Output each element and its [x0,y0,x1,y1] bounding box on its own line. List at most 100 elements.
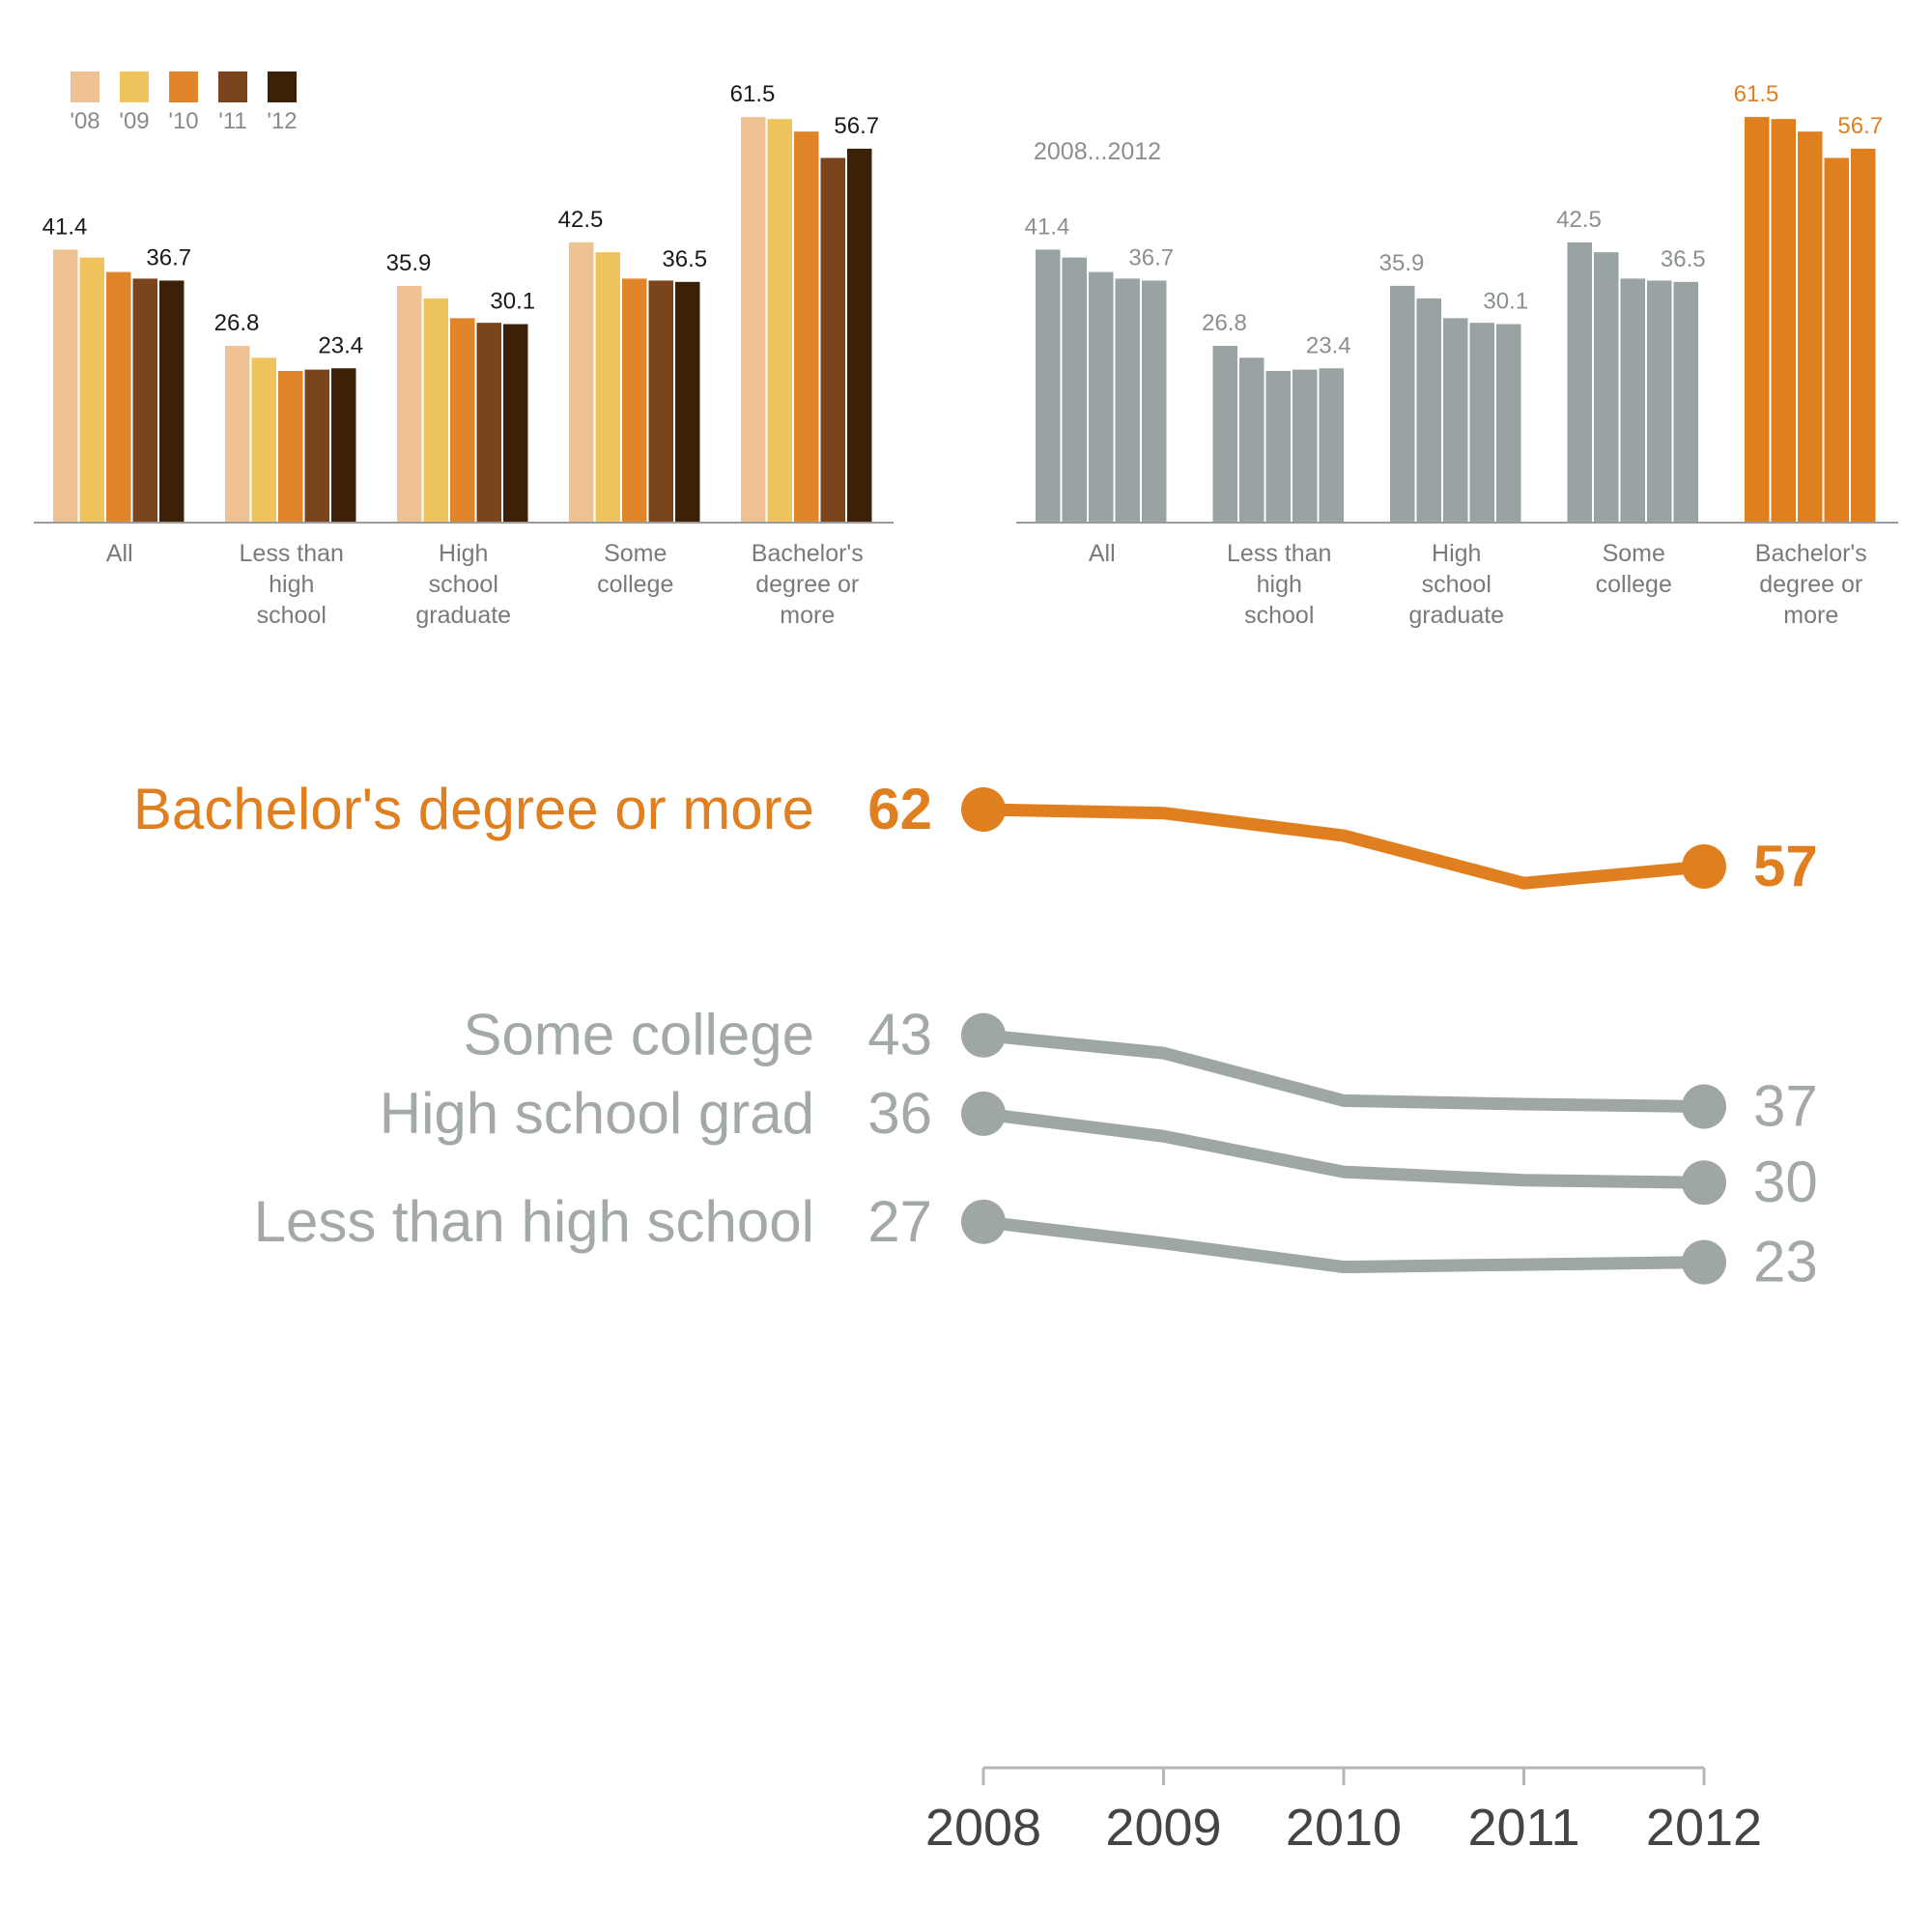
bar [675,281,700,523]
bar [1851,148,1876,524]
category-label: college [597,571,673,598]
category-label: Less than [240,540,344,567]
category-label: Bachelor's [752,540,864,567]
bar [1771,119,1796,523]
bar [1319,368,1344,523]
bar [648,280,673,523]
value-label-first: 42.5 [1556,207,1602,233]
start-point [961,1012,1006,1058]
bar [225,346,250,523]
bar [595,252,620,523]
category-label: All [1089,540,1116,567]
bar [1647,280,1672,523]
bar [1239,357,1264,523]
legend-swatch [218,71,247,102]
category-label: degree or [1759,571,1862,598]
category-label: Bachelor's [1755,540,1867,567]
bar [1089,271,1114,523]
bar [106,271,131,523]
category-label: school [257,602,327,629]
value-label-first: 26.8 [1202,310,1247,336]
value-label-last: 36.7 [146,244,191,270]
value-label-first: 35.9 [386,250,432,276]
category-label: school [429,571,498,598]
start-point [961,787,1006,832]
bar [1496,324,1521,523]
legend-label: '10 [168,108,198,134]
category-label: more [1783,602,1838,629]
bar [1673,281,1698,523]
bar [1036,249,1061,523]
bar [569,242,594,523]
series-line [977,803,1711,890]
legend-swatch [268,71,297,102]
bar [1142,280,1167,523]
end-point [1682,1160,1726,1206]
start-point [961,1091,1006,1136]
category-label: High [439,540,488,567]
series-name: Some college [463,1003,814,1067]
bar [1567,242,1592,523]
legend-label: '12 [267,108,297,134]
bar [79,257,104,523]
bar [1416,298,1441,523]
value-label-last: 36.5 [662,246,707,272]
bar [1265,370,1291,523]
end-value-label: 30 [1753,1150,1818,1214]
bar [794,131,819,524]
bar [741,117,766,523]
bar [476,323,501,523]
start-value-label: 36 [867,1081,932,1146]
bar [767,119,792,523]
value-label-last: 56.7 [834,113,879,139]
value-label-last: 56.7 [1837,113,1883,139]
category-label: graduate [1408,602,1504,629]
legend-label: '09 [119,108,149,134]
x-tick-label: 2012 [1646,1799,1762,1857]
start-value-label: 43 [867,1003,932,1067]
legend-swatch [71,71,99,102]
bar [1212,346,1237,523]
value-label-last: 30.1 [1483,289,1528,315]
value-label-first: 61.5 [1734,81,1779,107]
category-label: degree or [755,571,859,598]
category-label: school [1422,571,1492,598]
bar [331,368,356,523]
start-value-label: 62 [867,777,932,841]
x-tick-label: 2010 [1286,1799,1402,1857]
category-label: high [1257,571,1302,598]
x-tick-label: 2011 [1467,1799,1579,1857]
category-label: more [780,602,835,629]
start-point [961,1199,1006,1244]
legend-label: '08 [70,108,99,134]
value-label-last: 30.1 [490,289,535,315]
bar [1824,157,1849,523]
end-point [1682,1084,1726,1129]
bar-chart-colored: 41.4 36.7 All 26.8 23.4 Less than high school 35… [34,71,894,629]
value-label-last: 36.7 [1128,244,1174,270]
category-label: high [269,571,314,598]
bar [622,278,647,523]
series-line [977,1029,1711,1113]
bar [251,357,276,523]
bar [278,370,303,523]
bar [1469,323,1494,523]
x-tick-label: 2009 [1105,1799,1221,1857]
category-label: Some [604,540,667,567]
value-label-first: 41.4 [1025,213,1070,240]
series-line [977,1215,1711,1274]
series-name: Less than high school [254,1189,814,1254]
bar [847,148,872,524]
category-label: Less than [1227,540,1331,567]
end-value-label: 37 [1753,1074,1818,1139]
bar [1594,252,1619,523]
bar [1798,131,1823,524]
legend-label: '11 [218,108,247,134]
series-line [977,1107,1711,1189]
bar [159,280,185,523]
bar-chart-gray: 41.4 36.7 All 26.8 23.4 Less than high school 35… [1016,81,1898,629]
series-name: Bachelor's degree or more [133,777,814,841]
bar [1115,278,1140,523]
end-point [1682,1239,1726,1285]
